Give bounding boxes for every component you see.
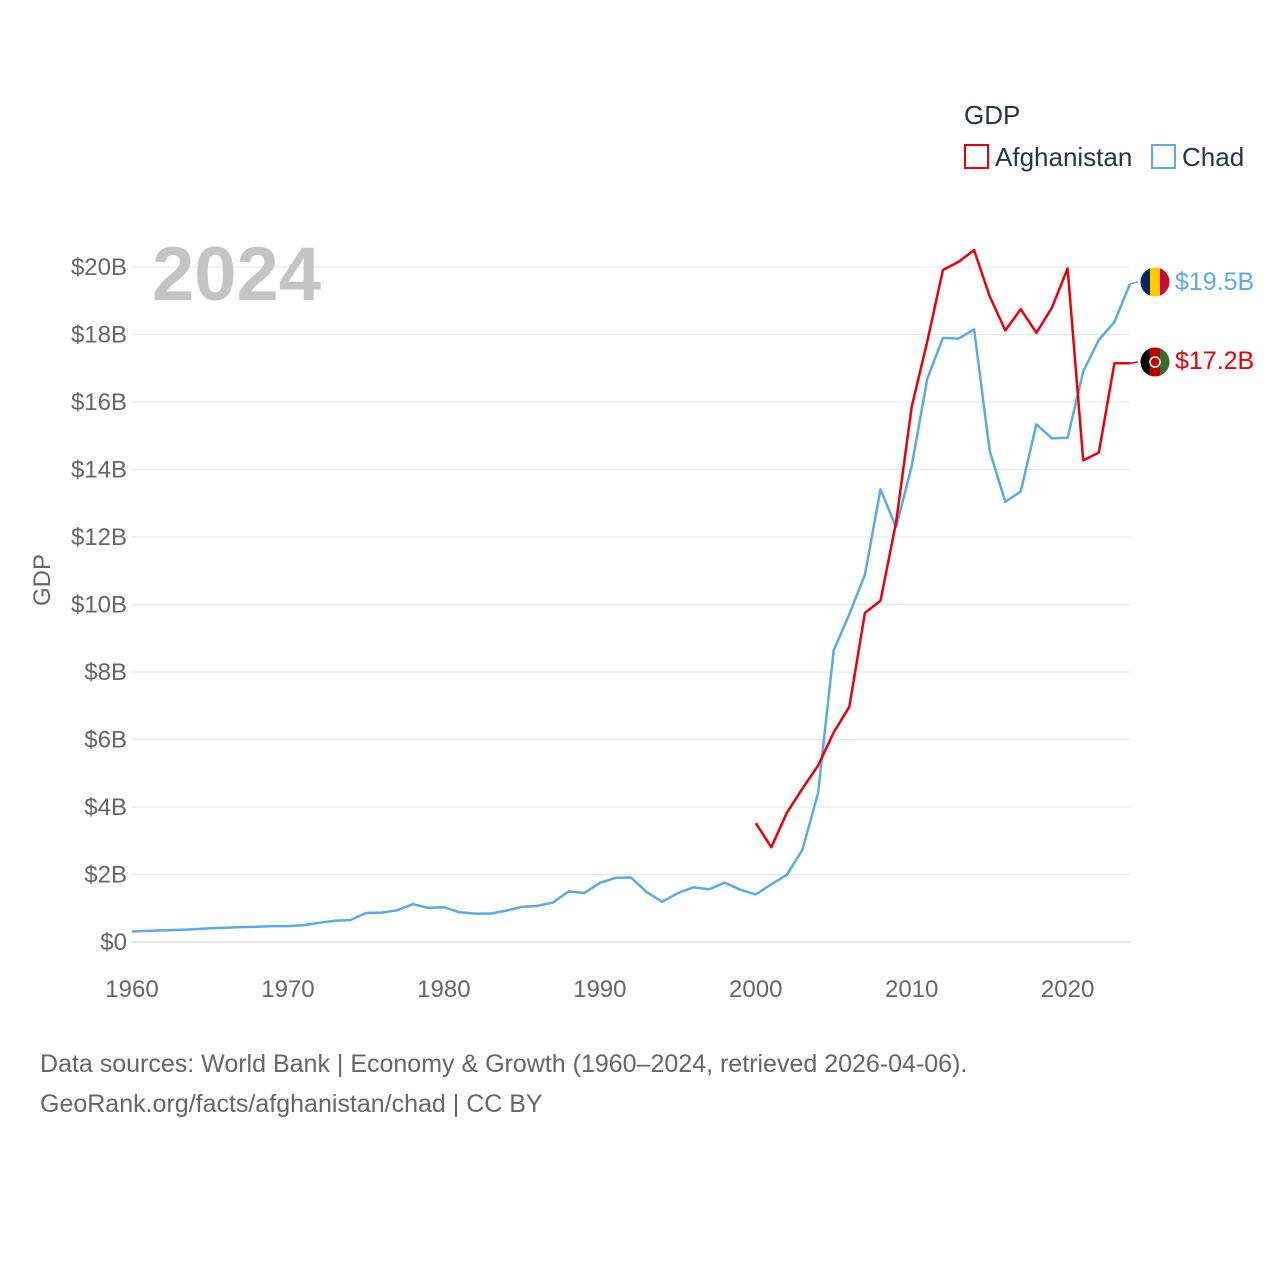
x-tick-label: 1960 — [105, 976, 158, 1003]
end-label-afghanistan: $17.2B — [1175, 347, 1254, 375]
source-line-2: GeoRank.org/facts/afghanistan/chad | CC … — [40, 1090, 543, 1118]
gdp-line-chart: GDP Afghanistan Chad $0$2B$4B$6B$8B$10B$… — [29, 100, 1254, 1003]
source-note: Data sources: World Bank | Economy & Gro… — [40, 1044, 967, 1124]
year-watermark: 2024 — [152, 232, 321, 317]
y-tick-label: $4B — [84, 794, 127, 821]
legend-swatch-afghanistan — [964, 144, 989, 169]
x-tick-label: 1970 — [261, 976, 314, 1003]
y-tick-label: $16B — [71, 389, 127, 416]
x-tick-label: 1990 — [573, 976, 626, 1003]
end-connector-chad — [1129, 281, 1139, 285]
end-marker-chad: $19.5B — [1129, 266, 1254, 298]
y-tick-label: $8B — [84, 659, 127, 686]
x-axis-ticks: 1960 1970 1980 1990 2000 2010 2020 — [105, 976, 1094, 1003]
source-line-1: Data sources: World Bank | Economy & Gro… — [40, 1050, 968, 1078]
y-tick-label: $0 — [100, 929, 127, 956]
y-tick-label: $12B — [71, 524, 127, 551]
end-connector-afghanistan — [1129, 361, 1139, 364]
legend-title: GDP — [964, 100, 1020, 130]
y-tick-label: $20B — [71, 254, 127, 281]
y-tick-label: $10B — [71, 592, 127, 619]
y-axis-ticks: $0 $2B $4B $6B $8B $10B $12B $14B $16B $18B $20B — [71, 254, 127, 956]
x-tick-label: 2000 — [729, 976, 782, 1003]
end-marker-afghanistan: $17.2B — [1129, 346, 1254, 378]
y-tick-label: $6B — [84, 727, 127, 754]
series-line-afghanistan — [754, 248, 1130, 849]
end-label-chad: $19.5B — [1175, 268, 1254, 296]
x-tick-label: 2010 — [885, 976, 938, 1003]
y-axis-title: GDP — [29, 554, 56, 606]
afghanistan-flag-icon — [1140, 347, 1170, 377]
legend-swatch-chad — [1151, 144, 1176, 169]
y-tick-label: $2B — [84, 862, 127, 889]
chad-flag-icon — [1140, 267, 1170, 297]
x-tick-label: 1980 — [417, 976, 470, 1003]
y-tick-label: $14B — [71, 457, 127, 484]
legend: GDP Afghanistan Chad — [964, 100, 1244, 172]
x-tick-label: 2020 — [1041, 976, 1094, 1003]
series-line-chad — [131, 283, 1132, 933]
legend-label-afghanistan: Afghanistan — [995, 142, 1132, 172]
legend-label-chad: Chad — [1182, 142, 1244, 172]
y-tick-label: $18B — [71, 322, 127, 349]
